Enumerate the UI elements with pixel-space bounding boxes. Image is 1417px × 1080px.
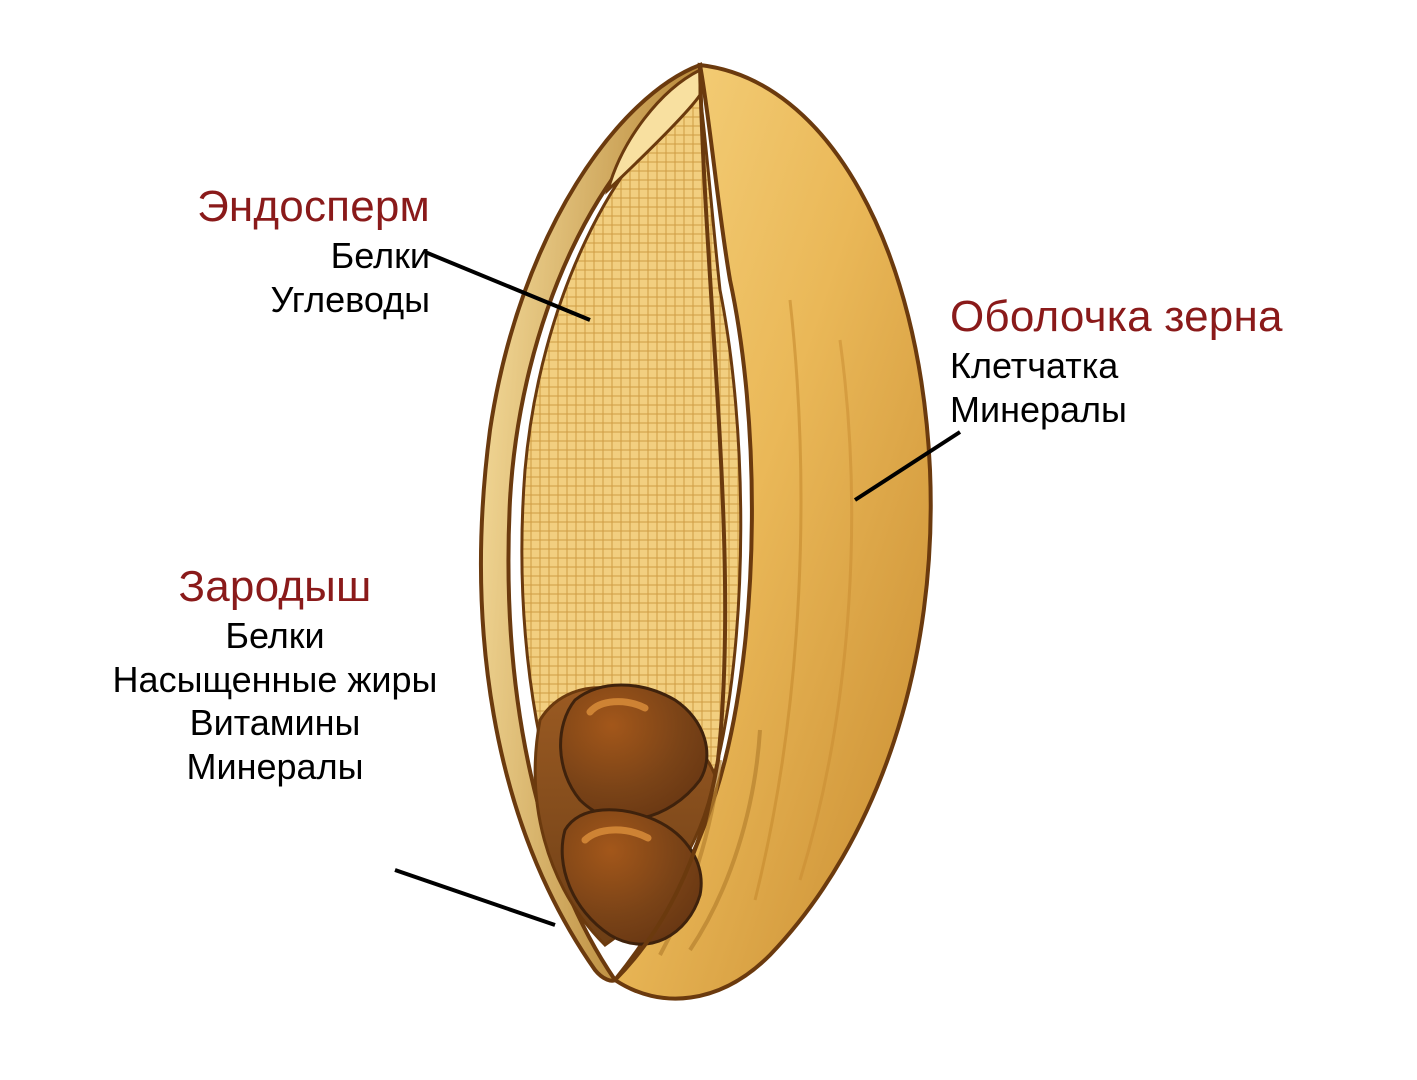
label-germ-title: Зародыш: [90, 560, 460, 614]
label-bran-line-0: Клетчатка: [950, 344, 1380, 388]
label-germ-line-1: Насыщенные жиры: [90, 658, 460, 702]
label-germ-line-3: Минералы: [90, 745, 460, 789]
label-bran-title: Оболочка зерна: [950, 290, 1380, 344]
label-endosperm-line-1: Углеводы: [120, 278, 430, 322]
diagram-stage: Эндосперм Белки Углеводы Оболочка зерна …: [0, 0, 1417, 1080]
label-germ: Зародыш Белки Насыщенные жиры Витамины М…: [90, 560, 460, 789]
label-germ-line-2: Витамины: [90, 701, 460, 745]
label-endosperm-title: Эндосперм: [120, 180, 430, 234]
label-endosperm: Эндосперм Белки Углеводы: [120, 180, 430, 321]
label-germ-line-0: Белки: [90, 614, 460, 658]
label-bran: Оболочка зерна Клетчатка Минералы: [950, 290, 1380, 431]
label-bran-line-1: Минералы: [950, 388, 1380, 432]
grain-illustration: [0, 0, 1417, 1080]
label-endosperm-line-0: Белки: [120, 234, 430, 278]
